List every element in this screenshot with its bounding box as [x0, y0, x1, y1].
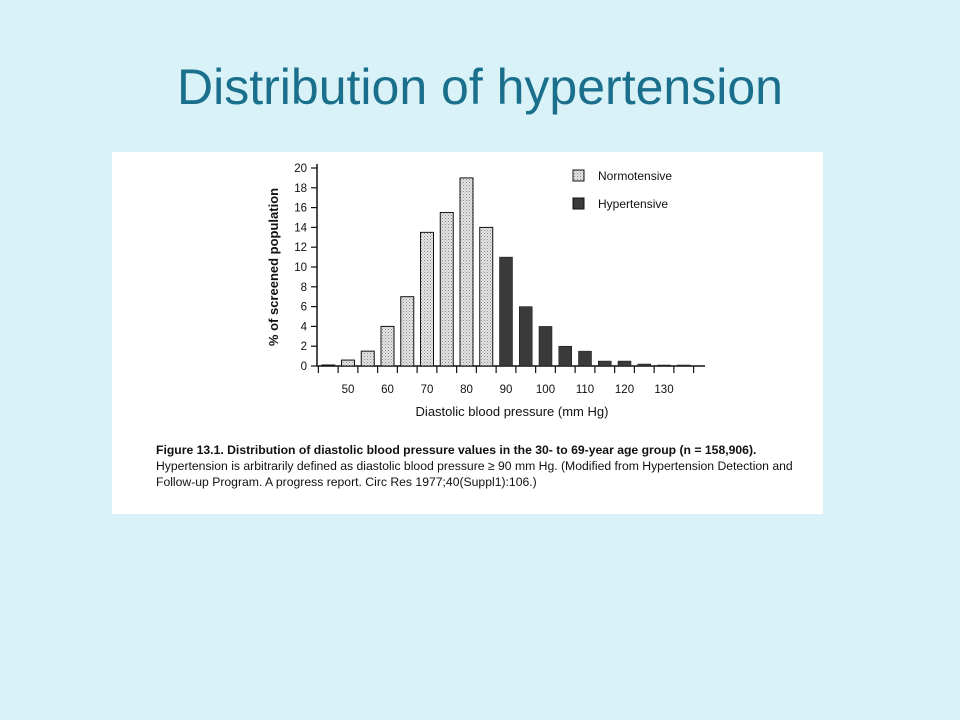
y-tick-label: 16	[294, 203, 307, 215]
hypertensive-bar	[637, 363, 651, 367]
y-tick-label: 6	[301, 302, 307, 314]
legend-label: Hypertensive	[598, 197, 668, 211]
x-tick-label: 80	[460, 384, 473, 396]
y-tick-label: 14	[294, 222, 307, 234]
normotensive-bar	[321, 364, 336, 367]
x-tick-label: 50	[342, 384, 355, 396]
hypertensive-bar	[538, 326, 553, 367]
y-axis-label: % of screened population	[266, 188, 281, 346]
normotensive-bar	[479, 226, 494, 367]
x-tick-label: 130	[654, 384, 673, 396]
normotensive-bar	[459, 177, 474, 367]
x-tick-label: 60	[381, 384, 394, 396]
figure-caption: Figure 13.1. Distribution of diastolic b…	[156, 442, 812, 490]
y-tick-label: 12	[294, 242, 307, 254]
legend-label: Normotensive	[598, 169, 672, 183]
bar-chart: 0 2 4 6 8 10 12 14 16 18 20 % of screened populatio…	[266, 163, 705, 419]
legend-swatch	[572, 197, 585, 210]
normotensive-bar	[341, 359, 355, 367]
x-tick-label: 100	[536, 384, 555, 396]
caption-bold-text: Distribution of diastolic blood pressure…	[227, 443, 757, 457]
y-tick-label: 20	[294, 163, 307, 175]
figure-panel: 0 2 4 6 8 10 12 14 16 18 20 % of screened populatio…	[112, 152, 823, 514]
legend-swatch	[572, 169, 585, 182]
normotensive-bar	[420, 231, 434, 367]
hypertensive-bar	[617, 360, 632, 367]
hypertensive-bar	[558, 345, 572, 367]
slide-title: Distribution of hypertension	[177, 59, 783, 115]
normotensive-bar	[439, 212, 454, 367]
y-tick-label: 18	[294, 183, 307, 195]
y-tick-label: 10	[294, 262, 307, 274]
y-tick-label: 4	[301, 321, 308, 333]
hypertensive-bar	[677, 364, 691, 367]
normotensive-bar	[400, 296, 415, 367]
x-tick-label: 70	[421, 384, 434, 396]
normotensive-bar	[360, 350, 375, 367]
normotensive-bar	[380, 325, 395, 367]
y-tick-label: 2	[301, 341, 307, 353]
y-tick-label: 0	[301, 361, 307, 373]
x-tick-label: 120	[615, 384, 634, 396]
caption-text: Hypertension is arbitrarily defined as d…	[156, 459, 793, 489]
hypertensive-bar	[578, 350, 592, 367]
hypertensive-bar	[499, 256, 513, 367]
x-tick-label: 110	[576, 384, 594, 396]
x-axis-label: Diastolic blood pressure (mm Hg)	[416, 404, 609, 419]
hypertensive-bar	[598, 360, 612, 367]
x-tick-label: 90	[500, 384, 513, 396]
y-tick-label: 8	[301, 282, 307, 294]
caption-label: Figure 13.1.	[156, 443, 224, 457]
hypertensive-bar	[657, 364, 671, 367]
hypertensive-bar	[519, 306, 533, 367]
